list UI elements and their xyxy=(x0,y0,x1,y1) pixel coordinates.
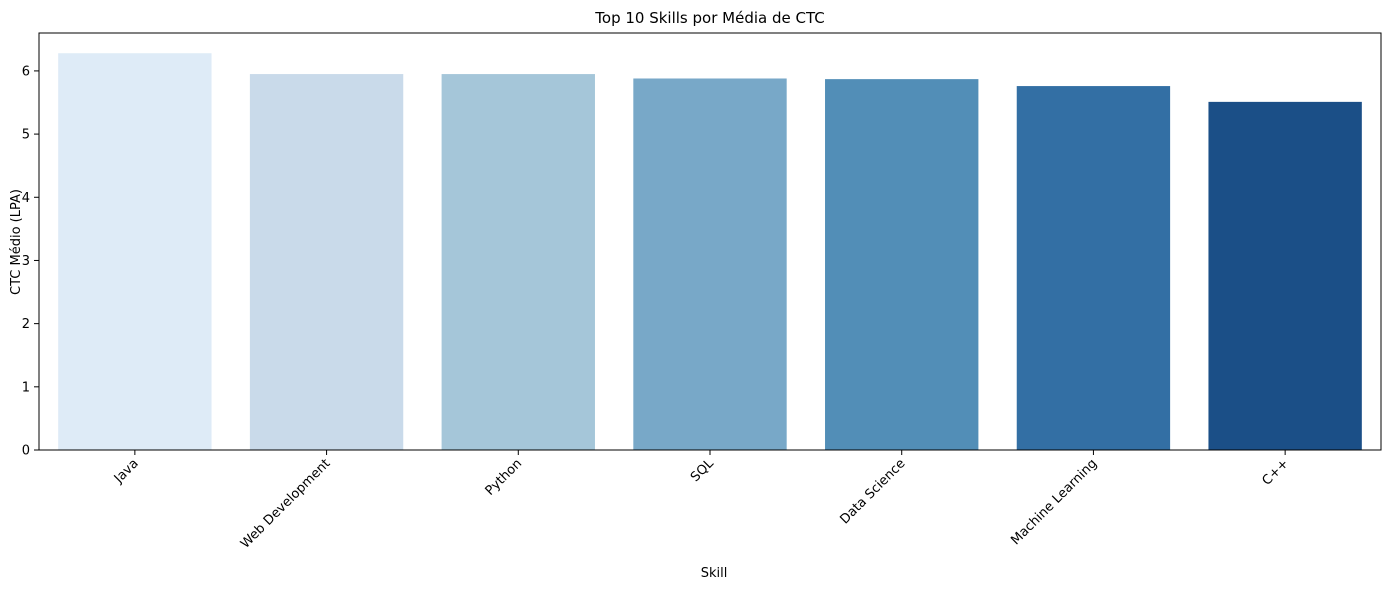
bar-sql xyxy=(633,78,787,450)
bar-web-development xyxy=(249,74,404,451)
y-tick-label: 0 xyxy=(22,444,30,459)
x-tick-label: C++ xyxy=(1260,456,1292,488)
y-tick-label: 3 xyxy=(22,254,30,269)
y-axis: 0 1 2 3 4 5 6 xyxy=(22,64,39,459)
y-tick-label: 5 xyxy=(22,128,30,143)
bars-group xyxy=(58,53,1362,451)
x-tick-label: Web Development xyxy=(238,456,333,551)
x-tick-label: SQL xyxy=(688,456,717,485)
bar-c- xyxy=(1208,101,1362,451)
y-axis-title: CTC Médio (LPA) xyxy=(9,189,24,295)
y-tick-label: 4 xyxy=(22,191,30,206)
x-tick-label: Python xyxy=(483,456,525,498)
chart-title: Top 10 Skills por Média de CTC xyxy=(594,9,824,27)
y-tick-label: 6 xyxy=(22,64,30,79)
bar-data-science xyxy=(825,79,979,450)
bar-java xyxy=(58,53,212,451)
x-tick-label: Java xyxy=(111,456,142,487)
bar-machine-learning xyxy=(1016,86,1171,450)
x-tick-label: Machine Learning xyxy=(1008,456,1100,548)
x-tick-label: Data Science xyxy=(837,456,908,527)
bar-python xyxy=(441,74,595,451)
plot-frame xyxy=(38,32,1382,451)
y-tick-label: 1 xyxy=(22,380,30,395)
x-axis-title: Skill xyxy=(701,566,728,581)
y-tick-label: 2 xyxy=(22,317,30,332)
x-axis: Java Web Development Python SQL Data Science… xyxy=(111,450,1292,552)
